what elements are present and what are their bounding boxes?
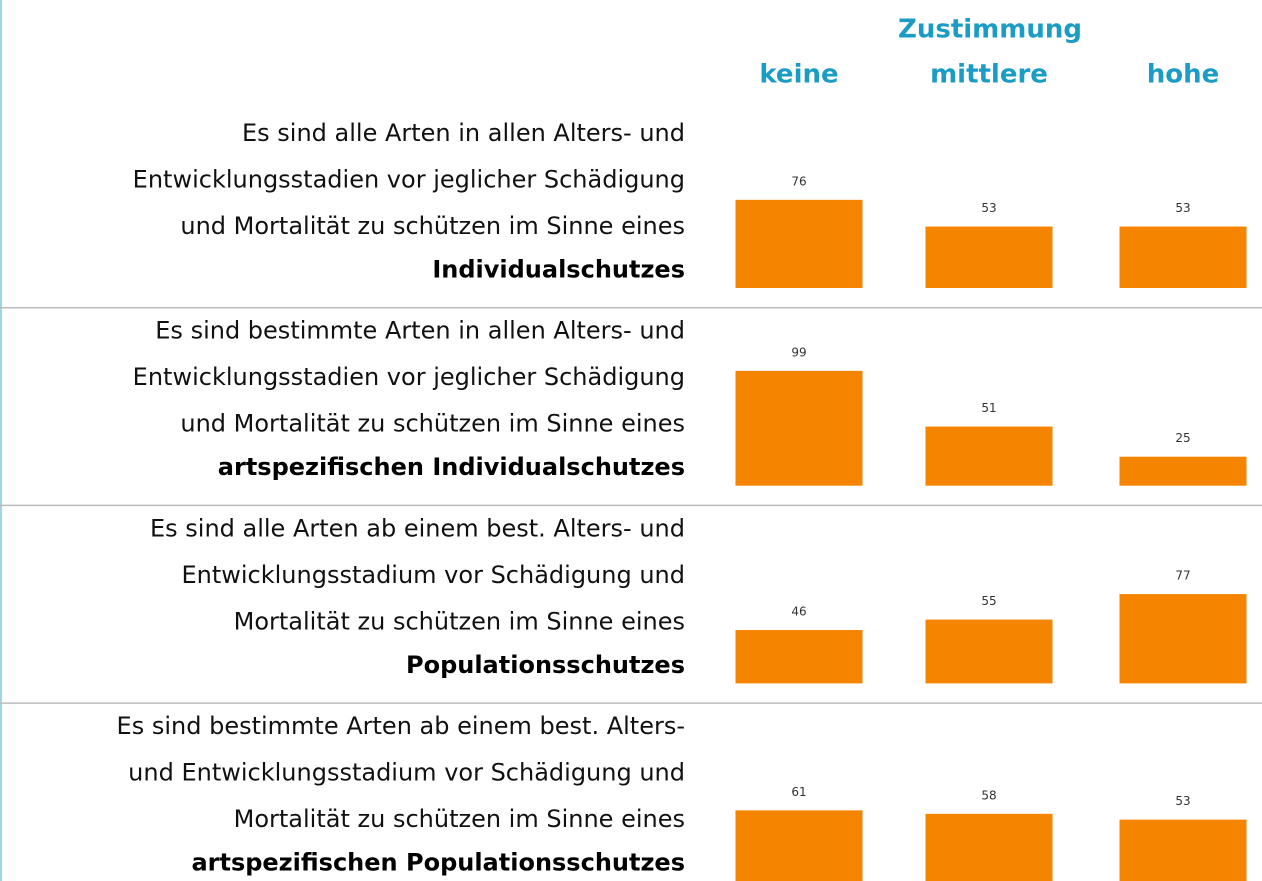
bar xyxy=(925,226,1053,288)
statement-line: Es sind bestimmte Arten ab einem best. A… xyxy=(117,712,685,740)
bar xyxy=(735,370,863,486)
statement-line: Es sind alle Arten in allen Alters- und xyxy=(242,119,685,147)
column-header: hohe xyxy=(1147,60,1220,90)
bar xyxy=(735,810,863,881)
statement-line: und Entwicklungsstadium vor Schädigung u… xyxy=(128,759,685,787)
statement-line: Entwicklungsstadium vor Schädigung und xyxy=(181,561,685,589)
statement-line: und Mortalität zu schützen im Sinne eine… xyxy=(180,410,685,438)
bar xyxy=(1119,456,1247,486)
bar xyxy=(925,813,1053,881)
value-label: 53 xyxy=(1175,794,1190,808)
bar xyxy=(1119,819,1247,881)
bar xyxy=(925,619,1053,684)
statement-line: Mortalität zu schützen im Sinne eines xyxy=(234,607,685,635)
statement-line: Es sind bestimmte Arten in allen Alters-… xyxy=(155,317,685,345)
statement-line: Entwicklungsstadien vor jeglicher Schädi… xyxy=(133,363,685,391)
value-label: 58 xyxy=(981,788,996,802)
value-label: 25 xyxy=(1175,431,1190,445)
bar xyxy=(1119,226,1247,288)
statement-emphasis: Populationsschutzes xyxy=(406,651,685,679)
value-label: 53 xyxy=(981,201,996,215)
chart-title: Zustimmung xyxy=(898,15,1082,45)
value-label: 46 xyxy=(791,605,806,619)
bar xyxy=(925,426,1053,486)
statement-emphasis: artspezifischen Populationsschutzes xyxy=(191,849,685,877)
statement-line: Mortalität zu schützen im Sinne eines xyxy=(234,805,685,833)
value-label: 53 xyxy=(1175,201,1190,215)
statement-emphasis: Individualschutzes xyxy=(432,256,685,284)
statement-emphasis: artspezifischen Individualschutzes xyxy=(218,453,685,481)
bar xyxy=(735,630,863,684)
value-label: 76 xyxy=(791,174,806,188)
column-header: mittlere xyxy=(930,60,1048,90)
bar xyxy=(1119,594,1247,684)
column-header: keine xyxy=(759,60,838,90)
statement-line: Entwicklungsstadien vor jeglicher Schädi… xyxy=(133,166,685,194)
bar xyxy=(735,199,863,288)
value-label: 61 xyxy=(791,785,806,799)
statement-line: Es sind alle Arten ab einem best. Alters… xyxy=(150,514,685,542)
value-label: 77 xyxy=(1175,569,1190,583)
value-label: 55 xyxy=(981,594,996,608)
value-label: 51 xyxy=(981,401,996,415)
statement-line: und Mortalität zu schützen im Sinne eine… xyxy=(180,212,685,240)
value-label: 99 xyxy=(791,345,806,359)
